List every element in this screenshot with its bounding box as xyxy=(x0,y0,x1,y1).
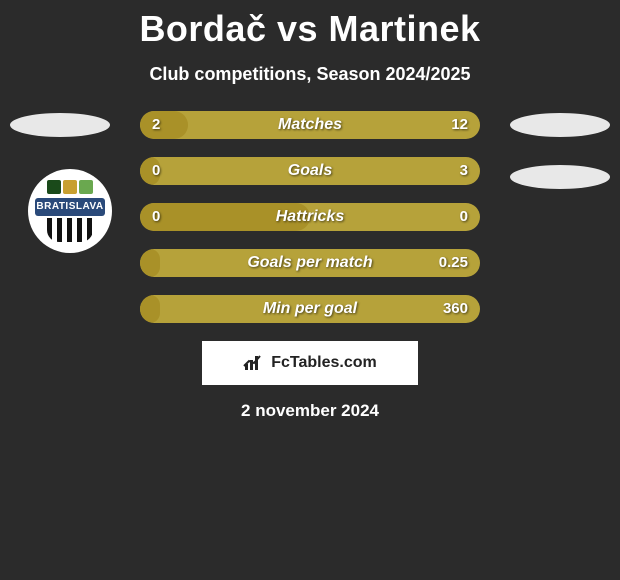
stat-label: Min per goal xyxy=(140,295,480,323)
player-badge-left xyxy=(10,113,110,137)
stat-row: Hattricks0 0 xyxy=(140,203,480,231)
stat-label: Goals xyxy=(140,157,480,185)
brand-text: FcTables.com xyxy=(271,354,377,372)
crest-top-icon xyxy=(45,180,95,196)
stat-value-right: 360 xyxy=(443,295,468,323)
stat-row: Goals0 3 xyxy=(140,157,480,185)
date-text: 2 november 2024 xyxy=(0,401,620,421)
comparison-bars: Matches212Goals03Hattricks00Goals per ma… xyxy=(140,111,480,323)
club-crest: BRATISLAVA xyxy=(28,169,112,253)
stat-label: Goals per match xyxy=(140,249,480,277)
stat-value-left: 0 xyxy=(152,203,160,231)
stat-value-left: 0 xyxy=(152,157,160,185)
stat-label: Hattricks xyxy=(140,203,480,231)
player-badge-right-1 xyxy=(510,113,610,137)
bars-icon xyxy=(243,354,265,372)
stat-value-right: 3 xyxy=(460,157,468,185)
brand-box[interactable]: FcTables.com xyxy=(202,341,418,385)
stat-value-right: 12 xyxy=(451,111,468,139)
stat-row: Matches2 12 xyxy=(140,111,480,139)
stat-value-right: 0 xyxy=(460,203,468,231)
subtitle: Club competitions, Season 2024/2025 xyxy=(0,64,620,85)
crest-stripes-icon xyxy=(47,218,93,242)
page-title: Bordač vs Martinek xyxy=(0,0,620,50)
player-badge-right-2 xyxy=(510,165,610,189)
stat-row: Min per goal360 xyxy=(140,295,480,323)
crest-band-text: BRATISLAVA xyxy=(35,198,105,216)
stat-row: Goals per match0.25 xyxy=(140,249,480,277)
stat-label: Matches xyxy=(140,111,480,139)
comparison-panel: BRATISLAVA Matches212Goals03Hattricks00G… xyxy=(0,111,620,421)
stat-value-right: 0.25 xyxy=(439,249,468,277)
stat-value-left: 2 xyxy=(152,111,160,139)
